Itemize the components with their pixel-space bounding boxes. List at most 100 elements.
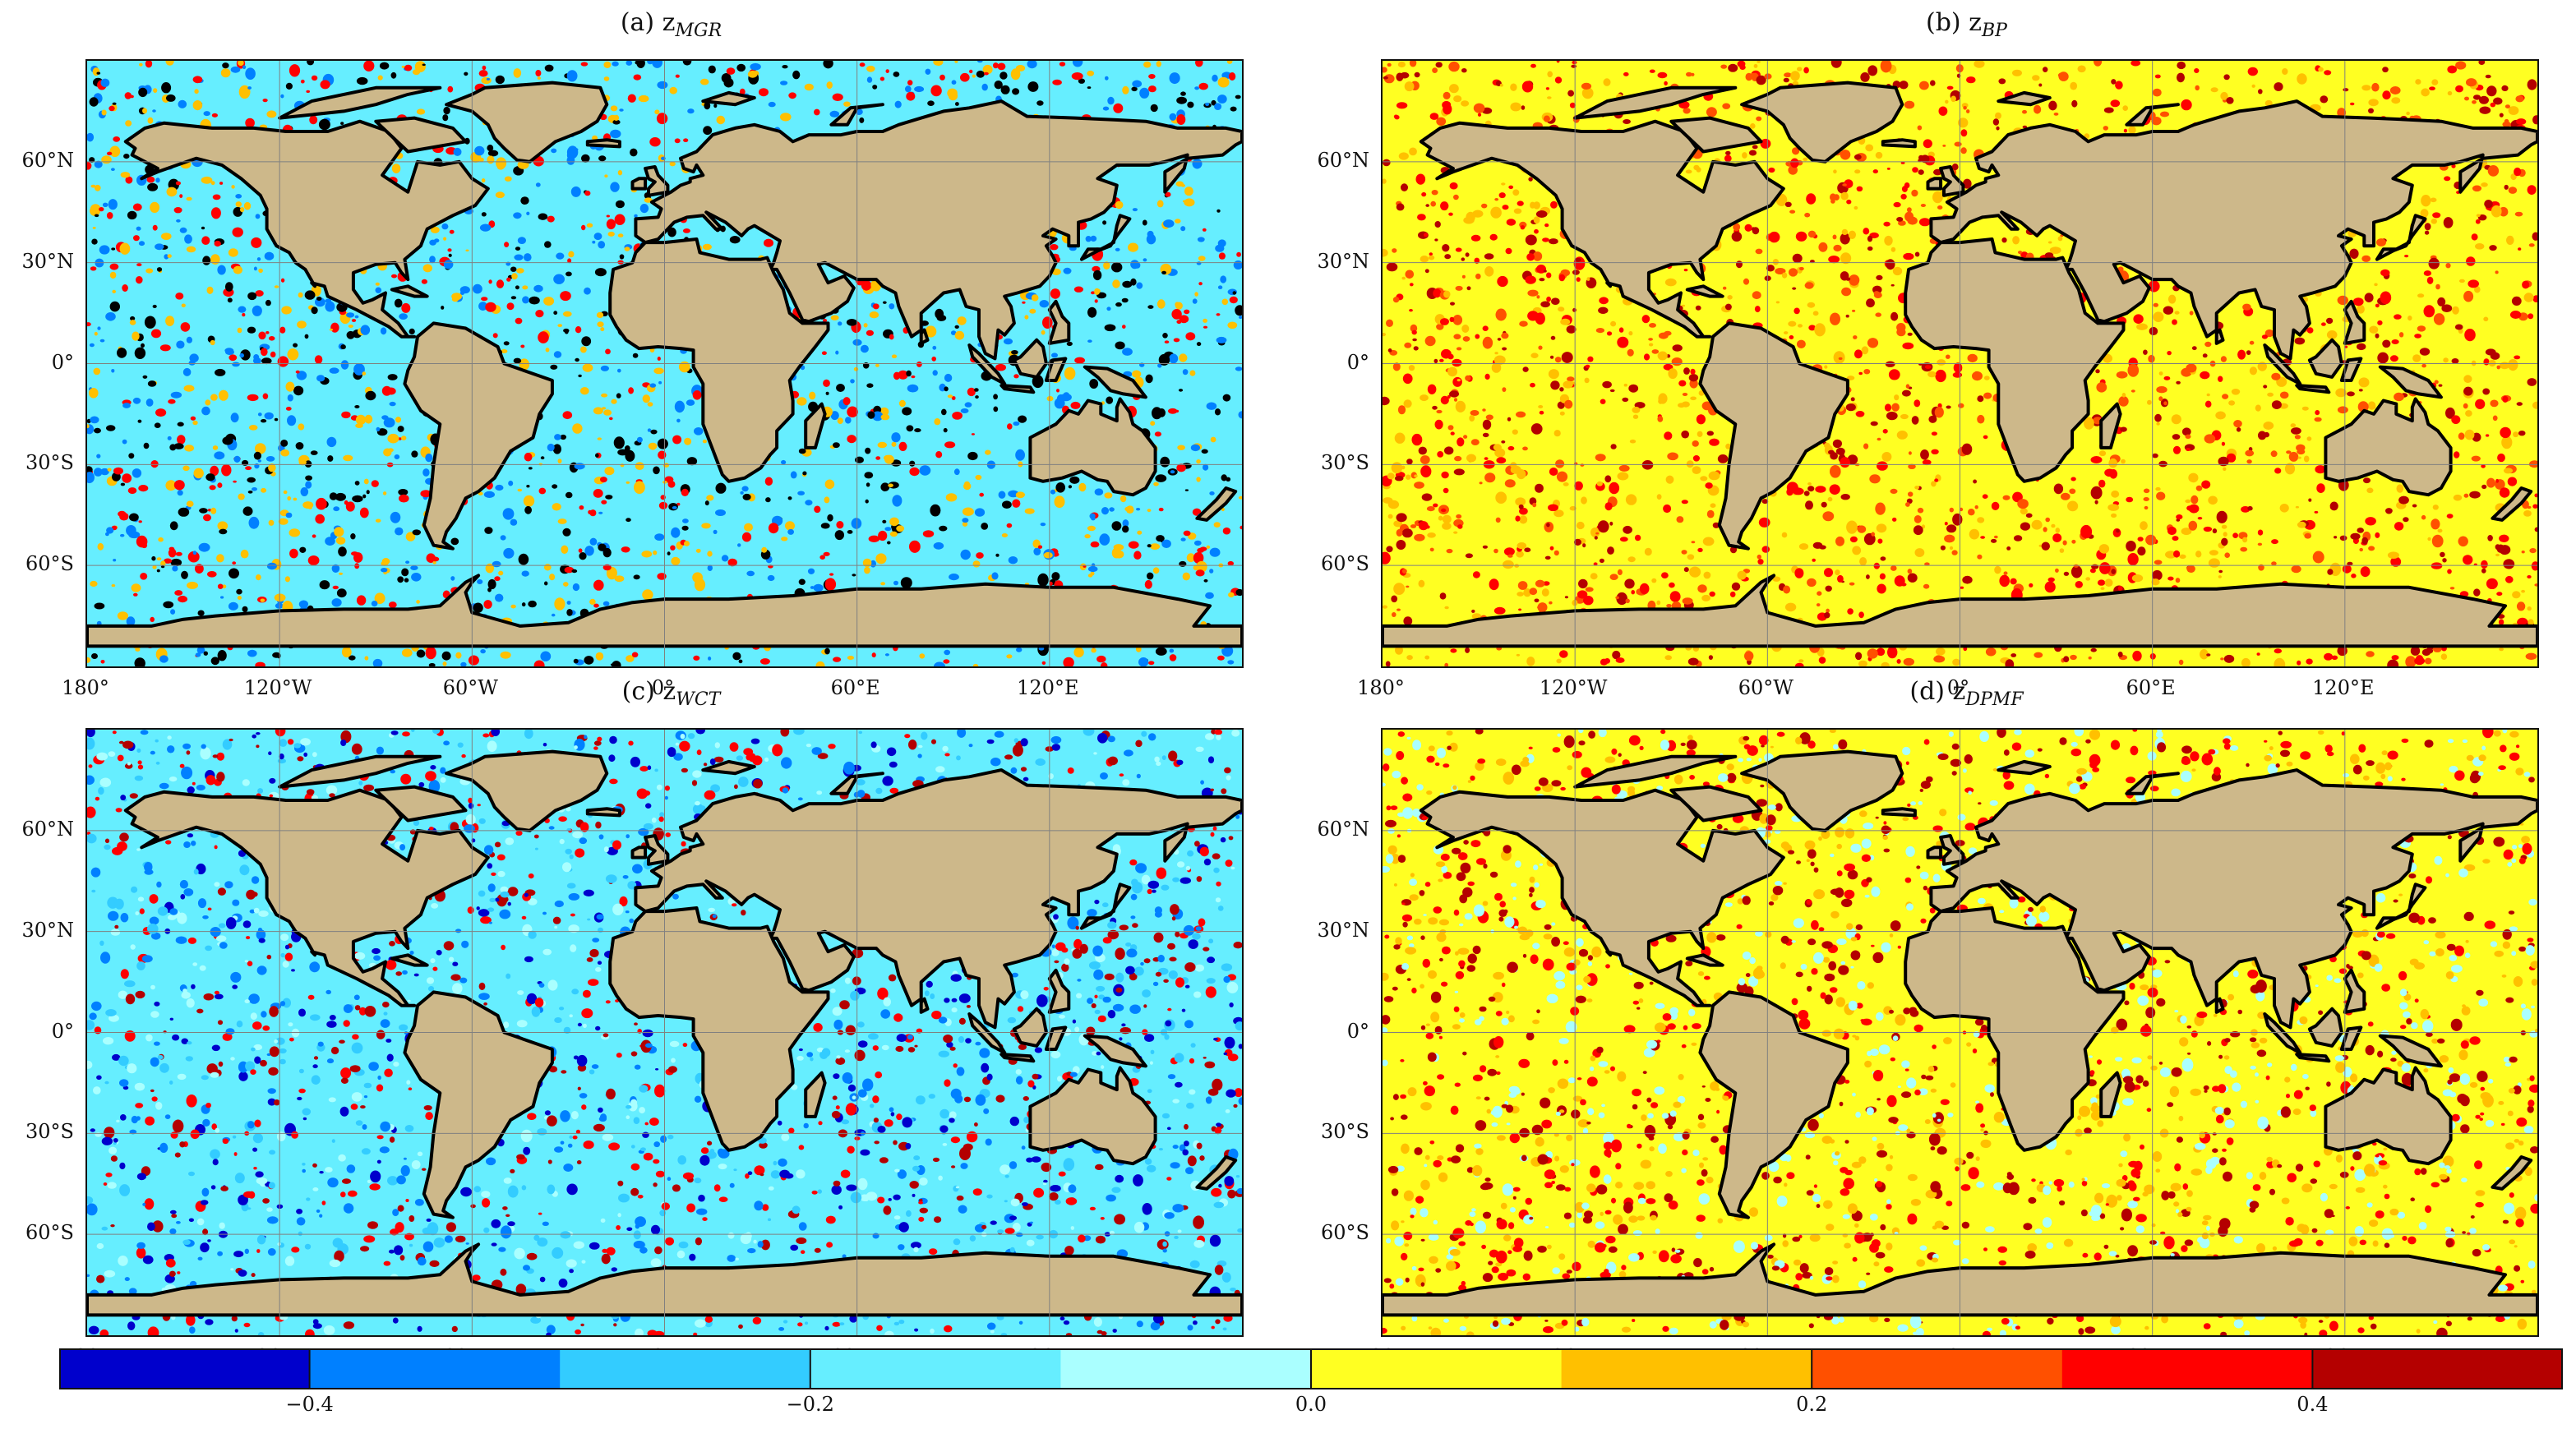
colorbar-tick-label: −0.4 — [285, 1393, 334, 1416]
graticule — [87, 730, 1242, 1335]
lon-label: 60°W — [442, 676, 498, 699]
graticule — [87, 61, 1242, 666]
panel-title: (c) zWCT — [85, 677, 1257, 710]
land-iceland — [1881, 138, 1917, 149]
panel-title: (d) zDPMF — [1381, 677, 2552, 710]
land-ireland — [630, 846, 648, 859]
land-southAmerica — [1698, 990, 1849, 1219]
land-borneo — [1012, 338, 1048, 379]
world-map — [1381, 728, 2539, 1337]
colorbar-tick-label: −0.2 — [786, 1393, 834, 1416]
land-java — [999, 384, 1036, 394]
panel-title-subscript: WCT — [676, 689, 721, 710]
lat-label: 0° — [1346, 350, 1369, 374]
land-japan — [1079, 882, 1132, 930]
land-philippines — [2343, 299, 2366, 345]
land-australia — [1028, 1066, 1157, 1166]
land-newGuinea — [2378, 1034, 2443, 1068]
lat-label: 30°N — [1317, 918, 1369, 942]
land-celebes — [2339, 357, 2363, 382]
land-borneo — [1012, 1007, 1048, 1048]
land-sriLanka — [2214, 328, 2225, 345]
lon-label: 120°W — [243, 676, 312, 699]
map-panel-c: (c) zWCT 60°N 30°N 0° 30°S 60°S 180° 120°W 60°W 0… — [21, 669, 1257, 1368]
colorbar-segment — [810, 1348, 1061, 1389]
land-japan — [2375, 214, 2427, 261]
land-northAmerica — [123, 788, 490, 1007]
land-eurasia — [634, 99, 1242, 361]
lon-label: 180° — [1357, 676, 1405, 699]
land-arcticIslands — [278, 754, 442, 789]
land-greenland — [445, 749, 609, 832]
land-australia — [2324, 397, 2453, 497]
lat-label: 60°S — [1321, 552, 1369, 576]
land-iceland — [585, 807, 621, 818]
land-newZealand — [2491, 486, 2533, 522]
lon-label: 120°W — [1539, 676, 1608, 699]
lat-label: 30°S — [1321, 451, 1369, 475]
land-sumatra — [967, 1012, 1007, 1055]
lon-label: 120°E — [2312, 676, 2375, 699]
panel-title-prefix: (b) z — [1926, 8, 1982, 37]
lat-label: 30°N — [21, 918, 74, 942]
lon-label: 120°E — [1017, 676, 1079, 699]
land-northAmerica — [1419, 788, 1785, 1007]
map-panel-d: (d) zDPMF 60°N 30°N 0° 30°S 60°S 180° 120°W 60°W… — [1317, 669, 2552, 1368]
graticule — [1383, 61, 2537, 666]
land-ireland — [630, 177, 648, 191]
land-novayaZemlya — [829, 103, 884, 127]
land-britain — [1939, 834, 1965, 866]
colorbar-segment — [1311, 1348, 1563, 1389]
lat-label: 0° — [51, 1019, 74, 1043]
land-northAmerica — [123, 119, 490, 339]
land-eurasia — [634, 768, 1242, 1030]
lat-label: 60°N — [21, 817, 74, 841]
land-cuba — [390, 284, 429, 298]
land-java — [2295, 384, 2331, 394]
colorbar-segment — [309, 1348, 561, 1389]
panel-title: (b) zBP — [1381, 8, 2552, 41]
map-panel-a: (a) zMGR 60°N 30°N 0° 30°S 60°S 180° 120°W 60°W 0… — [21, 0, 1257, 699]
colorbar-tick-label: 0.2 — [1796, 1393, 1828, 1416]
land-newZealand — [2491, 1155, 2533, 1191]
lat-label: 60°N — [1317, 817, 1369, 841]
colorbar-segment — [1561, 1348, 1812, 1389]
land-arcticIslands — [1573, 85, 1738, 120]
colorbar: −0.4 −0.2 0.0 0.2 0.4 — [59, 1348, 2564, 1447]
land-eurasia — [1929, 768, 2537, 1030]
land-madagascar — [2099, 402, 2122, 449]
world-map — [1381, 59, 2539, 668]
land-arcticIslands — [278, 85, 442, 120]
land-newZealand — [1195, 486, 1238, 522]
colorbar-segment — [2061, 1348, 2313, 1389]
land-philippines — [2343, 968, 2366, 1014]
land-arcticIslands — [1573, 754, 1738, 789]
lon-label: 0° — [651, 676, 675, 699]
land-southAmerica — [1698, 321, 1849, 551]
land-celebes — [2339, 1025, 2363, 1051]
land-greenland — [1740, 749, 1904, 832]
landmasses — [87, 81, 1242, 648]
lat-label: 30°S — [25, 1120, 74, 1144]
land-sriLanka — [919, 997, 930, 1014]
land-ireland — [1926, 177, 1943, 191]
land-britain — [644, 165, 670, 197]
panel-title-prefix: (c) z — [621, 677, 676, 706]
land-southAmerica — [403, 321, 554, 551]
colorbar-segment — [1812, 1348, 2063, 1389]
colorbar-bar — [59, 1348, 2564, 1389]
land-iceland — [1881, 807, 1917, 818]
land-baffin — [1669, 116, 1763, 154]
colorbar-segment — [59, 1348, 311, 1389]
land-britain — [1939, 165, 1965, 197]
land-greenland — [1740, 81, 1904, 164]
land-novayaZemlya — [2125, 103, 2180, 127]
colorbar-tick-label: 0.4 — [2297, 1393, 2329, 1416]
land-java — [999, 1053, 1036, 1063]
land-britain — [644, 834, 670, 866]
panel-title-prefix: (d) z — [1909, 677, 1966, 706]
colorbar-segment — [560, 1348, 811, 1389]
lon-label: 60°W — [1738, 676, 1794, 699]
land-baffin — [374, 116, 468, 154]
land-iceland — [585, 138, 621, 149]
